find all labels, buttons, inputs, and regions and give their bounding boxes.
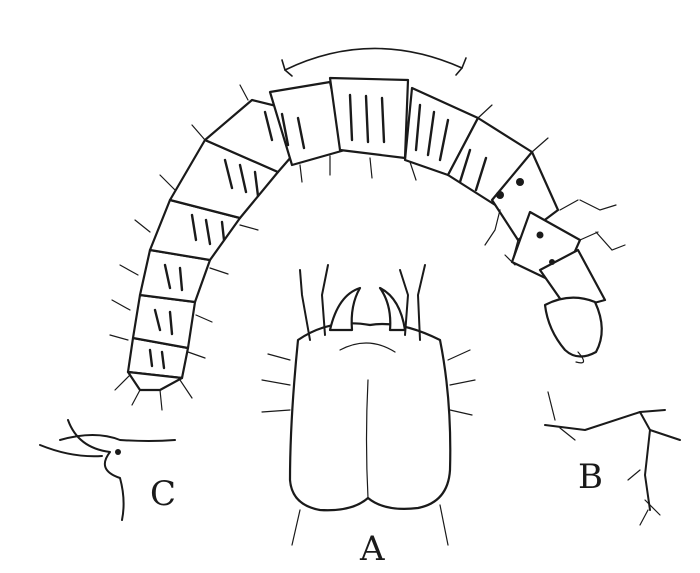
mandible-left xyxy=(328,286,362,332)
segment-t1 xyxy=(328,76,410,160)
mandible-right xyxy=(378,286,407,332)
segment-l2 xyxy=(131,293,197,350)
larva-bristles xyxy=(109,84,626,411)
larva-head xyxy=(543,296,603,358)
larva-body xyxy=(109,76,626,411)
segment-r4 xyxy=(538,248,607,312)
segment-markings xyxy=(148,93,555,370)
figure-C-claw xyxy=(39,419,176,521)
label-A: A xyxy=(359,529,385,569)
antenna-right xyxy=(417,264,426,341)
figure-A-head xyxy=(261,264,476,546)
segment-bracket xyxy=(281,47,467,77)
antenna-left xyxy=(299,269,311,341)
label-B: B xyxy=(578,457,603,497)
figure-B-leg xyxy=(544,391,681,526)
head-capsule xyxy=(288,322,452,512)
label-C: C xyxy=(150,474,176,514)
